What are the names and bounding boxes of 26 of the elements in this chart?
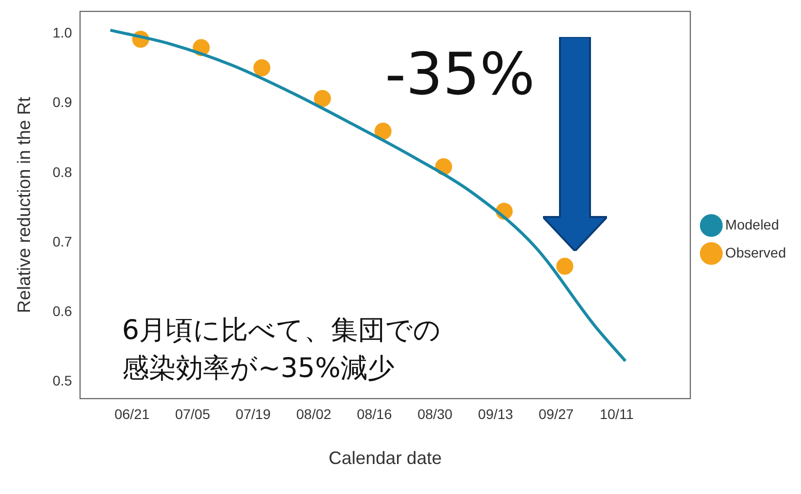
y-axis-title: Relative reduction in the Rt [14, 96, 34, 314]
x-tick-label: 10/11 [600, 406, 634, 422]
x-tick-label: 07/05 [175, 406, 210, 422]
x-tick-label: 07/19 [236, 406, 271, 422]
point [556, 258, 574, 275]
point [374, 122, 392, 140]
legend-label: Modeled [725, 216, 780, 232]
x-tick-label: 09/13 [478, 406, 514, 422]
y-tick-label: 1.0 [52, 24, 72, 41]
x-tick-label: 09/27 [538, 406, 574, 422]
x-tick-label: 06/21 [114, 406, 150, 422]
y-tick-label: 0.8 [52, 164, 72, 180]
x-tick-label: 08/16 [356, 406, 392, 422]
x-tick-label: 08/02 [296, 406, 332, 422]
annotation: 感染効率が~35%減少 [122, 352, 395, 386]
x-axis-title: Calendar date [328, 448, 442, 468]
point [314, 90, 331, 107]
y-tick-label: 0.6 [52, 303, 72, 320]
point [253, 59, 270, 76]
annotation: 6月頃に比べて、集団での [122, 314, 442, 348]
y-tick-label: 0.7 [52, 233, 72, 250]
y-tick-label: 0.5 [52, 372, 72, 389]
x-tick-label: 08/30 [417, 406, 453, 422]
y-tick-label: 0.9 [52, 94, 72, 110]
legend-label: Observed [725, 244, 786, 260]
annotation: -35% [385, 40, 535, 108]
